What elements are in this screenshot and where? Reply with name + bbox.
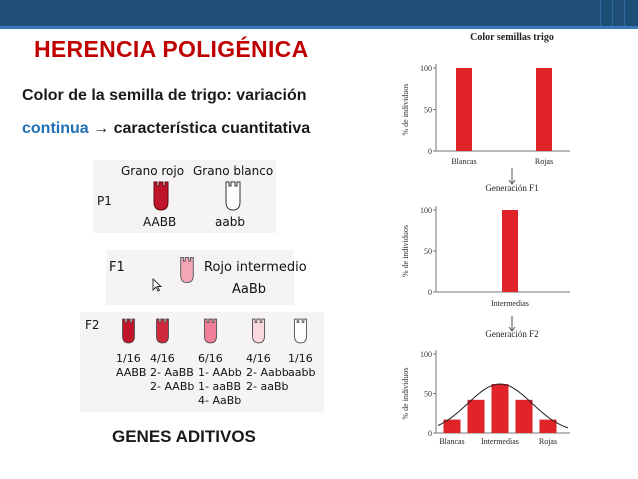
top-bar-accent-line [0,26,638,29]
f2-panel: F2 1/16 AABB 4/16 2- AaBB 2- AABb 6/16 1- AAbb… [80,312,324,412]
f2-fraction: 1/16 [116,352,141,365]
charts-column: Color semillas trigo % de individuos 0 50 10… [398,26,572,446]
top-bar-divider [600,0,601,26]
bar [456,68,472,151]
bar [491,384,509,433]
f1-phenotype: Rojo intermedio [204,260,307,275]
p1-red-genotype: AABB [143,215,177,229]
chart-title: Generación F2 [485,329,538,339]
p1-panel: P1 Grano rojo Grano blanco AABB aabb [93,160,276,233]
x-tick-label: Blancas [451,157,476,166]
x-tick-label: Blancas [439,437,464,446]
genes-aditivos-label: GENES ADITIVOS [112,427,256,446]
bar [515,399,533,433]
x-tick-label: Rojas [535,157,553,166]
p1-red-label: Grano rojo [121,164,185,178]
chart-title: Generación F1 [485,183,538,193]
f2-fraction: 4/16 [150,352,175,365]
bar [536,68,552,151]
subtitle-rest: → característica cuantitativa [88,120,311,137]
slide-subtitle-continued: continua → característica cuantitativa [22,120,310,138]
f1-pink-grain-icon [180,256,194,284]
p1-white-grain-icon [225,181,241,211]
top-bar-divider [624,0,625,26]
f2-genotype: 2- Aabb [246,366,289,379]
distribution-curve [437,383,569,429]
y-tick-label: 100 [420,206,432,215]
f2-fraction: 6/16 [198,352,223,365]
f2-fraction: 1/16 [288,352,313,365]
f2-genotype: 2- AaBB [150,366,194,379]
y-tick-label: 0 [428,147,432,156]
y-axis-label: % de individuos [401,84,410,136]
p1-white-label: Grano blanco [193,164,274,178]
f2-genotype: 2- AABb [150,380,195,393]
f2-grain-icon [252,318,265,344]
y-tick-label: 0 [428,429,432,438]
charts-svg: Color semillas trigo % de individuos 0 50 10… [401,32,570,446]
f2-genotype: 4- AaBb [198,394,242,407]
y-axis-label: % de individuos [401,368,410,420]
bar [539,419,557,433]
f2-genotype: 2- aaBb [246,380,289,393]
p1-white-genotype: aabb [215,215,245,229]
f1-panel: F1 Rojo intermedio AaBb [106,250,307,305]
f2-genotype: 1- aaBB [198,380,242,393]
f2-grain-icon [156,318,169,344]
slide-top-bar [0,0,638,26]
generation-arrowhead [508,326,516,332]
f2-genotype: 1- AAbb [198,366,242,379]
mouse-pointer-icon [152,278,162,292]
continua-keyword: continua [22,120,89,137]
f2-genotype: AABB [116,366,147,379]
p1-red-grain-icon [153,181,169,211]
f2-grain-icon [294,318,307,344]
x-tick-label: Intermedias [491,299,529,308]
f2-grain-icon [122,318,135,344]
chart-title: Color semillas trigo [470,32,554,43]
f2-fraction: 4/16 [246,352,271,365]
y-tick-label: 50 [424,390,432,399]
y-axis-label: % de individuos [401,225,410,277]
slide-title: HERENCIA POLIGÉNICA [34,36,309,62]
f1-label: F1 [109,260,125,275]
y-tick-label: 50 [424,247,432,256]
bar [502,210,518,292]
bar [467,399,485,433]
f1-genotype: AaBb [232,282,267,297]
y-tick-label: 50 [424,106,432,115]
generation-arrowhead [508,179,516,185]
x-tick-label: Rojas [539,437,557,446]
p1-label: P1 [97,194,112,208]
y-tick-label: 100 [420,350,432,359]
top-bar-divider [612,0,613,26]
y-tick-label: 100 [420,64,432,73]
f2-label: F2 [85,318,100,332]
f2-grain-icon [204,318,217,344]
y-tick-label: 0 [428,288,432,297]
f2-genotype: aabb [288,366,316,379]
x-tick-label: Intermedias [481,437,519,446]
bar [443,419,461,433]
slide-subtitle: Color de la semilla de trigo: variación [22,87,307,104]
